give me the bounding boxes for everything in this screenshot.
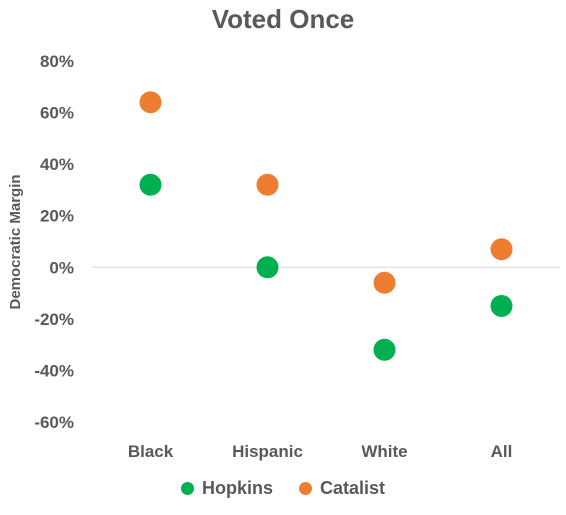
- legend: Hopkins Catalist: [0, 478, 566, 499]
- y-axis-title: Democratic Margin: [7, 174, 24, 309]
- data-point-hopkins: [373, 338, 396, 361]
- y-tick-label: -60%: [34, 413, 74, 432]
- legend-swatch-hopkins: [180, 482, 194, 495]
- data-point-hopkins: [490, 294, 513, 317]
- y-tick-label: 80%: [40, 52, 74, 71]
- legend-label-catalist: Catalist: [319, 478, 386, 498]
- data-points: [139, 91, 513, 361]
- data-point-hopkins: [256, 256, 279, 279]
- data-point-hopkins: [139, 173, 162, 196]
- data-point-catalist: [256, 173, 279, 196]
- y-tick-label: -20%: [34, 310, 74, 329]
- data-point-catalist: [373, 271, 396, 294]
- y-tick-label: -40%: [34, 361, 74, 380]
- y-tick-label: 60%: [40, 104, 74, 123]
- y-axis-title-group: Democratic Margin: [7, 174, 24, 309]
- data-point-catalist: [139, 91, 162, 114]
- legend-item-catalist: Catalist: [298, 478, 386, 499]
- x-tick-label: Hispanic: [232, 442, 303, 461]
- y-tick-labels: 80% 60% 40% 20% 0% -20% -40% -60%: [34, 52, 74, 432]
- y-tick-label: 20%: [40, 207, 74, 226]
- legend-item-hopkins: Hopkins: [180, 478, 273, 499]
- y-tick-label: 0%: [49, 258, 74, 277]
- data-point-catalist: [490, 238, 513, 261]
- x-tick-label: Black: [128, 442, 174, 461]
- legend-label-hopkins: Hopkins: [201, 478, 273, 498]
- x-tick-label: White: [361, 442, 407, 461]
- x-tick-labels: Black Hispanic White All: [128, 442, 513, 461]
- x-tick-label: All: [491, 442, 513, 461]
- y-tick-label: 40%: [40, 155, 74, 174]
- legend-swatch-catalist: [298, 482, 312, 495]
- chart-title: Voted Once: [211, 4, 355, 34]
